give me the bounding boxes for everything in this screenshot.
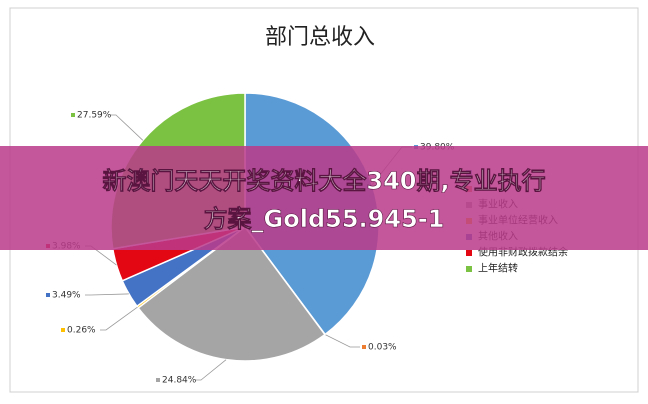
leader-line: [100, 306, 138, 331]
chart-title: 部门总收入: [265, 25, 375, 50]
legend-marker: [466, 266, 472, 272]
data-label: 3.49%: [52, 291, 81, 301]
label-marker: [61, 328, 65, 332]
label-marker: [71, 113, 75, 117]
label-marker: [362, 345, 366, 349]
legend-marker: [466, 250, 472, 256]
data-label: 0.03%: [368, 343, 397, 353]
leader-line: [110, 114, 144, 141]
leader-line: [85, 293, 129, 296]
banner-band: [0, 146, 648, 250]
label-marker: [46, 293, 50, 297]
leader-line: [324, 334, 360, 348]
leader-line: [195, 359, 227, 381]
legend-label: 上年结转: [478, 262, 518, 275]
data-label: 27.59%: [77, 111, 112, 121]
banner-line: 新澳门天天开奖资料大全340期,专业执行: [102, 167, 545, 195]
label-marker: [156, 378, 160, 382]
data-label: 0.26%: [67, 326, 96, 336]
data-label: 24.84%: [162, 376, 197, 386]
banner: 新澳门天天开奖资料大全340期,专业执行 方案_Gold55.945-1: [0, 146, 648, 250]
banner-line: 方案_Gold55.945-1: [204, 205, 445, 233]
